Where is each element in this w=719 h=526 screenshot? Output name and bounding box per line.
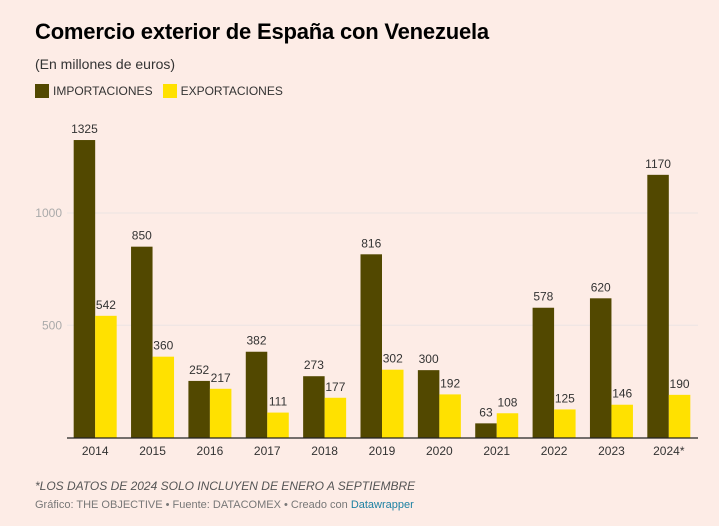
footnote: *LOS DATOS DE 2024 SOLO INCLUYEN DE ENER… — [35, 479, 416, 493]
bar-importaciones-2018 — [303, 376, 325, 438]
value-label-importaciones-2022: 578 — [533, 290, 553, 304]
value-label-exportaciones-2020: 192 — [440, 376, 460, 390]
value-label-importaciones-2015: 850 — [132, 229, 152, 243]
credits: Gráfico: THE OBJECTIVE • Fuente: DATACOM… — [35, 499, 414, 511]
value-label-importaciones-2016: 252 — [189, 363, 209, 377]
value-label-exportaciones-2023: 146 — [612, 387, 632, 401]
value-label-exportaciones-2015: 360 — [153, 339, 173, 353]
x-tick-label-2022: 2022 — [541, 444, 568, 458]
x-tick-label-2020: 2020 — [426, 444, 453, 458]
x-tick-label-2023: 2023 — [598, 444, 625, 458]
value-label-importaciones-2024*: 1170 — [645, 157, 671, 171]
value-label-exportaciones-2018: 177 — [325, 380, 345, 394]
bar-exportaciones-2017 — [267, 412, 289, 438]
value-label-exportaciones-2022: 125 — [555, 391, 575, 405]
x-tick-label-2021: 2021 — [483, 444, 510, 458]
y-tick-label-1000: 1000 — [35, 206, 62, 220]
x-tick-label-2017: 2017 — [254, 444, 281, 458]
legend-swatch-importaciones — [35, 84, 49, 98]
x-tick-label-2016: 2016 — [197, 444, 224, 458]
value-label-exportaciones-2017: 111 — [269, 395, 288, 409]
x-tick-label-2024*: 2024* — [653, 444, 685, 458]
bar-exportaciones-2023 — [611, 404, 633, 438]
value-label-importaciones-2018: 273 — [304, 358, 324, 372]
value-label-exportaciones-2024*: 190 — [670, 377, 690, 391]
datawrapper-link[interactable]: Datawrapper — [350, 499, 414, 511]
value-label-exportaciones-2021: 108 — [497, 395, 517, 409]
x-tick-label-2018: 2018 — [311, 444, 338, 458]
bar-exportaciones-2019 — [382, 369, 404, 438]
bar-importaciones-2021 — [475, 423, 497, 438]
legend-swatch-exportaciones — [162, 84, 177, 98]
value-label-importaciones-2014: 1325 — [71, 122, 98, 136]
chart-subtitle: (En millones de euros) — [35, 56, 176, 72]
bar-importaciones-2020 — [417, 370, 440, 438]
bar-exportaciones-2022 — [554, 409, 576, 438]
bar-importaciones-2016 — [188, 380, 210, 438]
bar-exportaciones-2021 — [496, 413, 519, 438]
bar-importaciones-2015 — [131, 246, 153, 438]
legend-label-importaciones: IMPORTACIONES — [53, 84, 153, 98]
y-tick-label-500: 500 — [42, 318, 62, 332]
credits-text: Gráfico: THE OBJECTIVE • Fuente: DATACOM… — [35, 499, 351, 511]
x-tick-label-2015: 2015 — [139, 444, 166, 458]
bar-importaciones-2023 — [589, 298, 612, 438]
bar-exportaciones-2016 — [209, 388, 232, 438]
bar-importaciones-2024* — [647, 174, 669, 438]
value-label-importaciones-2020: 300 — [419, 352, 439, 366]
value-label-exportaciones-2016: 217 — [211, 371, 231, 385]
bar-exportaciones-2015 — [152, 356, 175, 438]
value-label-importaciones-2019: 816 — [361, 236, 381, 250]
bar-exportaciones-2018 — [324, 397, 347, 438]
value-label-exportaciones-2014: 542 — [96, 298, 116, 312]
value-label-exportaciones-2019: 302 — [383, 352, 403, 366]
bar-importaciones-2017 — [245, 351, 268, 438]
bar-importaciones-2019 — [360, 254, 382, 438]
x-tick-label-2019: 2019 — [369, 444, 396, 458]
legend: IMPORTACIONES EXPORTACIONES — [35, 84, 293, 98]
bar-exportaciones-2024* — [668, 394, 691, 438]
x-tick-label-2014: 2014 — [82, 444, 109, 458]
bar-importaciones-2014 — [73, 140, 96, 438]
value-label-importaciones-2017: 382 — [247, 334, 267, 348]
chart-title: Comercio exterior de España con Venezuel… — [35, 19, 489, 44]
value-label-importaciones-2023: 620 — [591, 280, 611, 294]
legend-label-exportaciones: EXPORTACIONES — [180, 84, 283, 98]
bar-exportaciones-2020 — [439, 394, 461, 438]
legend-item-importaciones: IMPORTACIONES — [35, 84, 153, 98]
legend-item-exportaciones: EXPORTACIONES — [162, 84, 283, 98]
value-label-importaciones-2021: 63 — [479, 405, 493, 419]
bar-exportaciones-2014 — [95, 315, 117, 438]
bar-importaciones-2022 — [532, 307, 555, 438]
